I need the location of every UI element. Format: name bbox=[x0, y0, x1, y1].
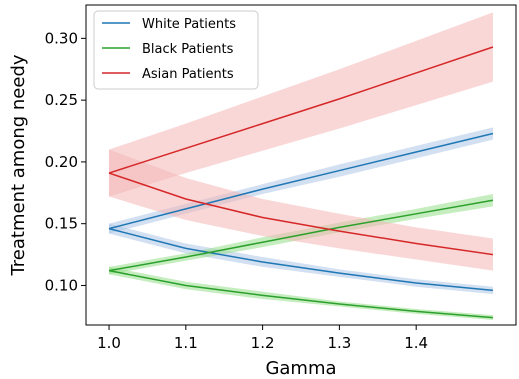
x-tick-label: 1.0 bbox=[97, 334, 121, 352]
x-axis-label: Gamma bbox=[265, 358, 336, 379]
x-tick-label: 1.2 bbox=[251, 334, 275, 352]
band-1-lower bbox=[109, 266, 493, 321]
band-2-upper bbox=[109, 12, 493, 197]
legend-label: White Patients bbox=[142, 17, 236, 32]
series-line-1-lower bbox=[108, 269, 494, 319]
y-tick-label: 0.25 bbox=[45, 91, 78, 109]
y-tick-label: 0.20 bbox=[45, 153, 78, 171]
series-line-2-lower bbox=[108, 172, 494, 256]
x-tick-label: 1.1 bbox=[174, 334, 198, 352]
y-axis-label: Treatment among needy bbox=[8, 54, 29, 276]
x-tick-label: 1.3 bbox=[327, 334, 351, 352]
series-line-2-upper bbox=[108, 46, 494, 174]
y-tick-label: 0.30 bbox=[45, 29, 78, 47]
series-line-0-lower bbox=[108, 227, 494, 292]
series-line-0-upper bbox=[108, 132, 494, 230]
series-line-1-upper bbox=[108, 199, 494, 272]
y-tick-label: 0.15 bbox=[45, 215, 78, 233]
legend-label: Asian Patients bbox=[142, 67, 234, 82]
series-lines bbox=[108, 46, 494, 319]
x-tick-label: 1.4 bbox=[404, 334, 428, 352]
y-tick-label: 0.10 bbox=[45, 276, 78, 294]
legend: White Patients Black Patients Asian Patien… bbox=[93, 10, 259, 90]
plot-frame bbox=[85, 4, 517, 326]
x-axis-ticks: 1.0 1.1 1.2 1.3 1.4 bbox=[97, 325, 428, 352]
legend-box bbox=[93, 10, 259, 90]
y-axis-ticks: 0.10 0.15 0.20 0.25 0.30 bbox=[45, 29, 86, 294]
legend-label: Black Patients bbox=[142, 42, 234, 57]
